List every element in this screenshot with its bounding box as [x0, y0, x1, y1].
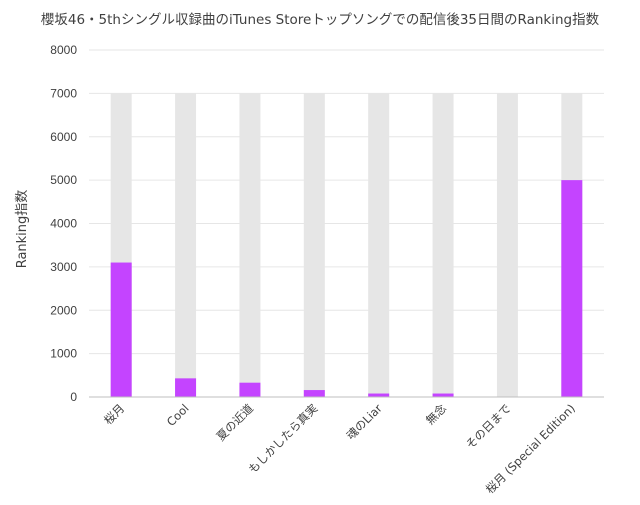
x-tick-label: 夏の近道 [214, 401, 257, 444]
y-tick-label: 5000 [50, 173, 77, 187]
bars [110, 93, 583, 397]
value-bar [239, 382, 261, 397]
y-tick-label: 4000 [50, 217, 77, 231]
x-tick-label: 魂のLiar [344, 401, 385, 442]
x-tick-label: Cool [164, 401, 192, 429]
y-axis-ticks: 0 1000 2000 3000 4000 5000 6000 7000 8000 [50, 43, 77, 404]
value-bar [432, 393, 454, 397]
background-bar [496, 93, 518, 397]
y-tick-label: 7000 [50, 86, 77, 100]
y-tick-label: 0 [70, 390, 77, 404]
background-bar [303, 93, 325, 397]
value-bar [561, 180, 583, 397]
value-bar [110, 262, 132, 397]
background-bar [175, 93, 197, 397]
y-axis-label: Ranking指数 [15, 190, 30, 269]
y-tick-label: 2000 [50, 303, 77, 317]
value-bar [368, 393, 390, 397]
chart-title: 櫻坂46・5thシングル収録曲のiTunes Storeトップソングでの配信後3… [41, 11, 600, 28]
y-tick-label: 6000 [50, 130, 77, 144]
x-tick-label: もしかしたら真実 [245, 401, 320, 476]
value-bar [303, 390, 325, 397]
background-bar [239, 93, 261, 397]
background-bar [432, 93, 454, 397]
y-tick-label: 3000 [50, 260, 77, 274]
gridlines [89, 49, 604, 355]
x-tick-label: その日まで [463, 401, 514, 452]
x-tick-label: 桜月 [101, 401, 127, 427]
y-tick-label: 1000 [50, 347, 77, 361]
value-bar [175, 378, 197, 397]
x-tick-label: 無念 [423, 401, 450, 428]
y-tick-label: 8000 [50, 43, 77, 57]
background-bar [368, 93, 390, 397]
